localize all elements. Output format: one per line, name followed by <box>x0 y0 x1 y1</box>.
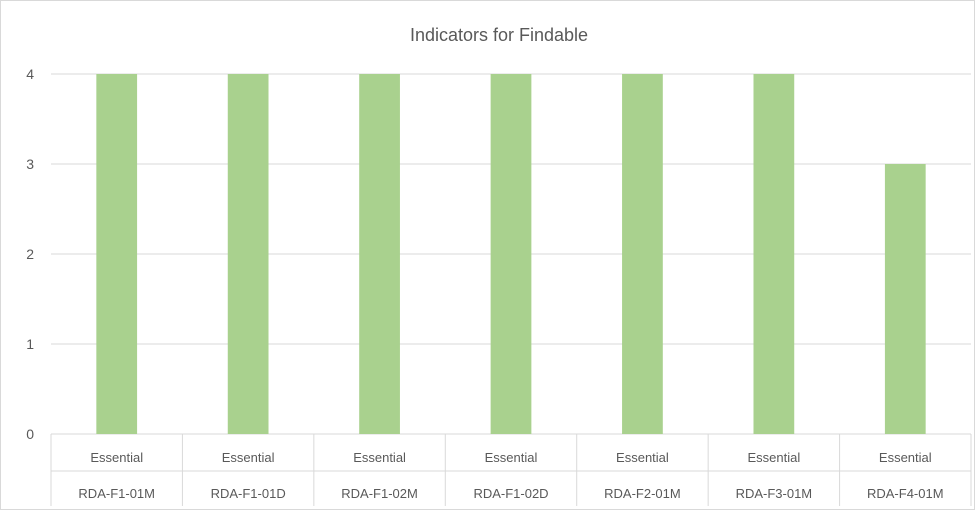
x-tick-label: RDA-F1-02M <box>341 486 418 501</box>
x-tick-label-group: Essential <box>879 450 932 465</box>
bar <box>622 74 663 434</box>
bar <box>227 74 269 434</box>
x-tick-label: RDA-F4-01M <box>867 486 944 501</box>
y-tick-label: 0 <box>26 426 34 442</box>
chart-title: Indicators for Findable <box>410 25 588 45</box>
x-tick-label: RDA-F2-01M <box>604 486 681 501</box>
x-tick-label-group: Essential <box>222 450 275 465</box>
bar <box>96 74 138 434</box>
x-tick-label: RDA-F1-01M <box>78 486 155 501</box>
x-tick-label-group: Essential <box>90 450 143 465</box>
y-tick-label: 4 <box>26 66 34 82</box>
bar <box>490 74 532 434</box>
bar <box>753 74 795 434</box>
x-tick-label: RDA-F1-01D <box>211 486 286 501</box>
bar <box>359 74 400 434</box>
x-tick-label-group: Essential <box>747 450 800 465</box>
x-tick-label-group: Essential <box>485 450 538 465</box>
x-tick-label: RDA-F3-01M <box>736 486 813 501</box>
y-tick-label: 3 <box>26 156 34 172</box>
y-tick-label: 1 <box>26 336 34 352</box>
bar <box>884 164 926 434</box>
y-tick-label: 2 <box>26 246 34 262</box>
x-axis: Essential RDA-F1-01M Essential RDA-F1-01D Es… <box>50 434 972 506</box>
x-tick-label: RDA-F1-02D <box>473 486 548 501</box>
x-tick-label-group: Essential <box>616 450 669 465</box>
bars <box>96 74 926 434</box>
y-axis-ticks: 0 1 2 3 4 <box>26 66 34 442</box>
x-tick-label-group: Essential <box>353 450 406 465</box>
